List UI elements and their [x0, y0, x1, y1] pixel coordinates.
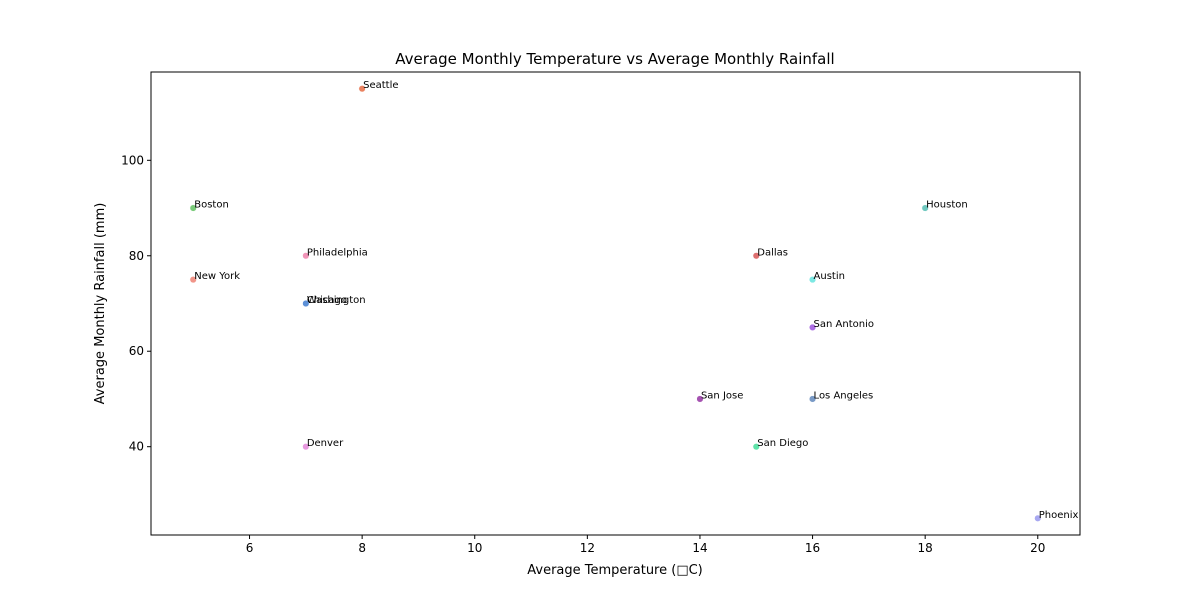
- x-tick-label: 20: [1030, 541, 1045, 555]
- y-axis-label: Average Monthly Rainfall (mm): [93, 203, 108, 405]
- point-label: San Diego: [757, 438, 808, 449]
- point-label: Austin: [814, 271, 845, 282]
- scatter-point: [696, 395, 704, 403]
- x-axis-ticks: 6 8 10 12 14 16 18 20: [246, 535, 1045, 555]
- scatter-point: [302, 252, 310, 260]
- point-label: Seattle: [363, 80, 398, 91]
- point-label: San Jose: [701, 390, 743, 401]
- scatter-point: [1034, 514, 1042, 522]
- point-label: Chicago: [307, 295, 347, 306]
- x-tick-label: 6: [246, 541, 254, 555]
- point-label: Boston: [194, 200, 229, 211]
- scatter-point: [302, 443, 310, 451]
- x-axis-label: Average Temperature (□C): [527, 563, 703, 578]
- scatter-point: [809, 395, 817, 403]
- point-label: New York: [194, 271, 240, 282]
- scatter-point: [189, 276, 197, 284]
- scatter-point: [809, 276, 817, 284]
- y-tick-label: 80: [129, 249, 144, 263]
- plot-area-frame: [150, 71, 1081, 536]
- point-label: Denver: [307, 438, 344, 449]
- point-label: Philadelphia: [307, 247, 368, 258]
- x-tick-label: 14: [692, 541, 707, 555]
- scatter-point: [809, 323, 817, 331]
- x-tick-label: 10: [467, 541, 482, 555]
- point-label: Washington: [307, 295, 366, 306]
- y-axis-ticks: 40 60 80 100: [121, 153, 151, 454]
- scatter-point: [752, 252, 760, 260]
- y-tick-label: 100: [121, 153, 144, 167]
- scatter-point: [921, 204, 929, 212]
- y-tick-label: 40: [129, 440, 144, 454]
- point-label: Dallas: [757, 247, 788, 258]
- point-label: Los Angeles: [814, 390, 874, 401]
- x-tick-label: 8: [358, 541, 366, 555]
- data-points: [189, 85, 1042, 522]
- scatter-point: [302, 299, 310, 308]
- x-tick-label: 18: [918, 541, 933, 555]
- x-tick-label: 16: [805, 541, 820, 555]
- x-tick-label: 12: [580, 541, 595, 555]
- point-label: San Antonio: [814, 319, 874, 330]
- y-tick-label: 60: [129, 344, 144, 358]
- scatter-point: [189, 204, 197, 212]
- point-label: Houston: [926, 200, 968, 211]
- point-label: Phoenix: [1039, 510, 1079, 521]
- chart-title: Average Monthly Temperature vs Average M…: [395, 50, 834, 68]
- scatter-point: [358, 85, 366, 93]
- scatter-point: [752, 443, 760, 451]
